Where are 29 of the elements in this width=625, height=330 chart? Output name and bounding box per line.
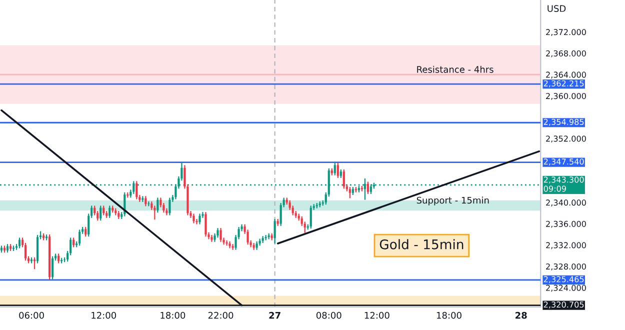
ref-line-label: 2,320.705 xyxy=(544,302,584,308)
ref-line-label: 2,362.215 xyxy=(544,80,584,88)
ref-line-label: 2,325.465 xyxy=(544,276,584,284)
x-tick-label: 18:00 xyxy=(437,312,462,319)
y-tick-label: 2,364.000 xyxy=(546,72,586,79)
ref-line-label: 2,347.540 xyxy=(544,158,584,166)
x-tick-label: 28 xyxy=(516,312,527,319)
y-tick-label: 2,340.000 xyxy=(546,200,586,206)
y-tick-label: 2,352.000 xyxy=(546,136,586,143)
x-tick-label: 27 xyxy=(269,312,280,319)
x-tick-label: 18:00 xyxy=(160,312,186,319)
band-label: Support - 15min xyxy=(416,196,489,206)
y-tick-label: 2,360.000 xyxy=(546,92,586,100)
x-tick-label: 22:00 xyxy=(208,312,234,319)
text: USD xyxy=(548,5,566,12)
ref-line-label: 2,354.985 xyxy=(544,118,584,126)
y-tick-label: 2,328.000 xyxy=(546,263,586,270)
band-label: Resistance - 4hrs xyxy=(417,66,494,73)
ref-line-label: 2,343.300 09:09 xyxy=(544,176,584,192)
x-tick-label: 12:00 xyxy=(92,312,116,319)
y-tick-label: 2,332.000 xyxy=(546,242,586,250)
x-tick-label: 12:00 xyxy=(364,312,390,319)
x-tick-label: 08:00 xyxy=(316,312,342,319)
x-tick-label: 06:00 xyxy=(19,312,44,319)
y-tick-label: 2,324.000 xyxy=(546,284,586,292)
y-tick-label: 2,368.000 xyxy=(546,50,586,58)
y-tick-label: 2,336.000 xyxy=(546,220,586,228)
annotation: Gold - 15min xyxy=(380,239,464,250)
y-tick-label: 2,372.000 xyxy=(546,29,586,36)
